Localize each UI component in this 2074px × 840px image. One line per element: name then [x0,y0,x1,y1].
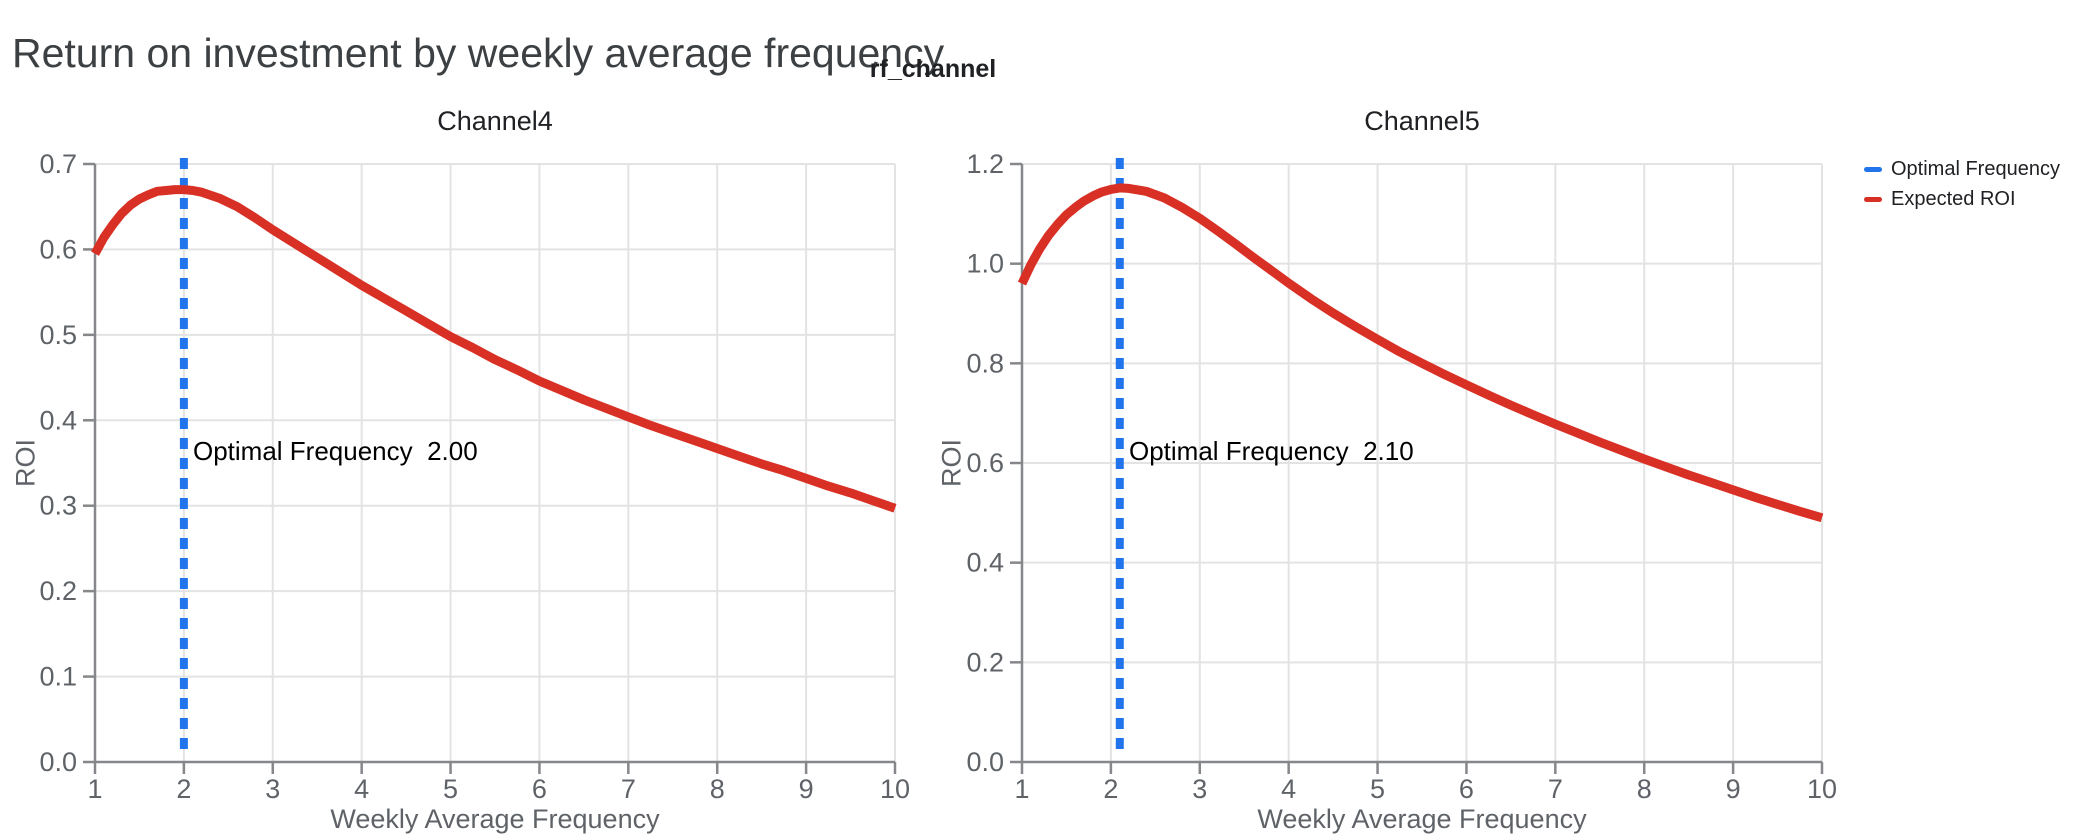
x-tick-label: 2 [176,774,191,804]
legend-label-optimal-frequency: Optimal Frequency [1891,158,2060,180]
x-tick-label: 5 [443,774,458,804]
chart-group-title: rf_channel [869,55,997,83]
y-tick-label: 0.0 [966,747,1004,777]
chart-title-channel5: Channel5 [1364,106,1480,136]
chart-title-channel4: Channel4 [437,106,553,136]
x-tick-label: 2 [1103,774,1118,804]
legend-item-expected-roi[interactable]: Expected ROI [1864,188,2060,211]
y-axis-label-channel5: ROI [936,438,967,488]
y-axis-label-channel4: ROI [10,438,41,488]
y-tick-label: 0.5 [39,320,77,350]
chart-plot-channel5[interactable]: 0.0 0.2 0.4 0.6 0.8 1.0 1.2 1 2 3 4 5 6 7 8 9 10 [966,149,1837,804]
x-tick-label: 5 [1370,774,1385,804]
x-tick-label: 1 [1014,774,1029,804]
optimal-frequency-annotation-channel5: Optimal Frequency 2.10 [1129,436,1414,466]
expected-roi-curve[interactable] [1017,183,1824,523]
x-tick-label: 3 [1192,774,1207,804]
x-tick-label: 10 [1807,774,1837,804]
y-tick-label: 0.7 [39,149,77,179]
x-axis-label-channel5: Weekly Average Frequency [1257,804,1587,834]
x-tick-label: 3 [265,774,280,804]
legend-marker-expected-roi [1864,197,1882,202]
y-tick-label: 0.4 [39,405,77,435]
y-tick-label: 0.6 [39,234,77,264]
y-tick-label: 0.1 [39,662,77,692]
legend: Optimal Frequency Expected ROI [1864,158,2060,211]
y-tick-label: 0.3 [39,491,77,521]
x-tick-label: 8 [1637,774,1652,804]
y-tick-label: 0.2 [39,576,77,606]
legend-marker-optimal-frequency [1864,167,1882,172]
x-tick-label: 7 [1548,774,1563,804]
x-tick-label: 9 [1726,774,1741,804]
page-title: Return on investment by weekly average f… [12,30,945,77]
x-tick-label: 6 [1459,774,1474,804]
y-tick-label: 0.6 [966,448,1004,478]
x-tick-label: 6 [532,774,547,804]
x-tick-label: 4 [1281,774,1296,804]
y-tick-label: 1.0 [966,249,1004,279]
x-tick-label: 1 [87,774,102,804]
x-axis-label-channel4: Weekly Average Frequency [330,804,660,834]
y-tick-label: 1.2 [966,149,1004,179]
x-tick-label: 10 [880,774,910,804]
y-tick-label: 0.0 [39,747,77,777]
expected-roi-curve[interactable] [91,185,897,513]
y-tick-label: 0.4 [966,548,1004,578]
x-tick-label: 8 [710,774,725,804]
chart-plot-channel4[interactable]: 0.0 0.1 0.2 0.3 0.4 0.5 0.6 0.7 1 2 3 4 5 6 7 8 9 10 [39,149,910,804]
optimal-frequency-annotation-channel4: Optimal Frequency 2.00 [193,436,478,466]
legend-label-expected-roi: Expected ROI [1891,188,2016,210]
x-tick-label: 9 [799,774,814,804]
y-tick-label: 0.8 [966,348,1004,378]
y-tick-label: 0.2 [966,647,1004,677]
x-tick-label: 7 [621,774,636,804]
x-tick-label: 4 [354,774,369,804]
legend-item-optimal-frequency[interactable]: Optimal Frequency [1864,158,2060,181]
